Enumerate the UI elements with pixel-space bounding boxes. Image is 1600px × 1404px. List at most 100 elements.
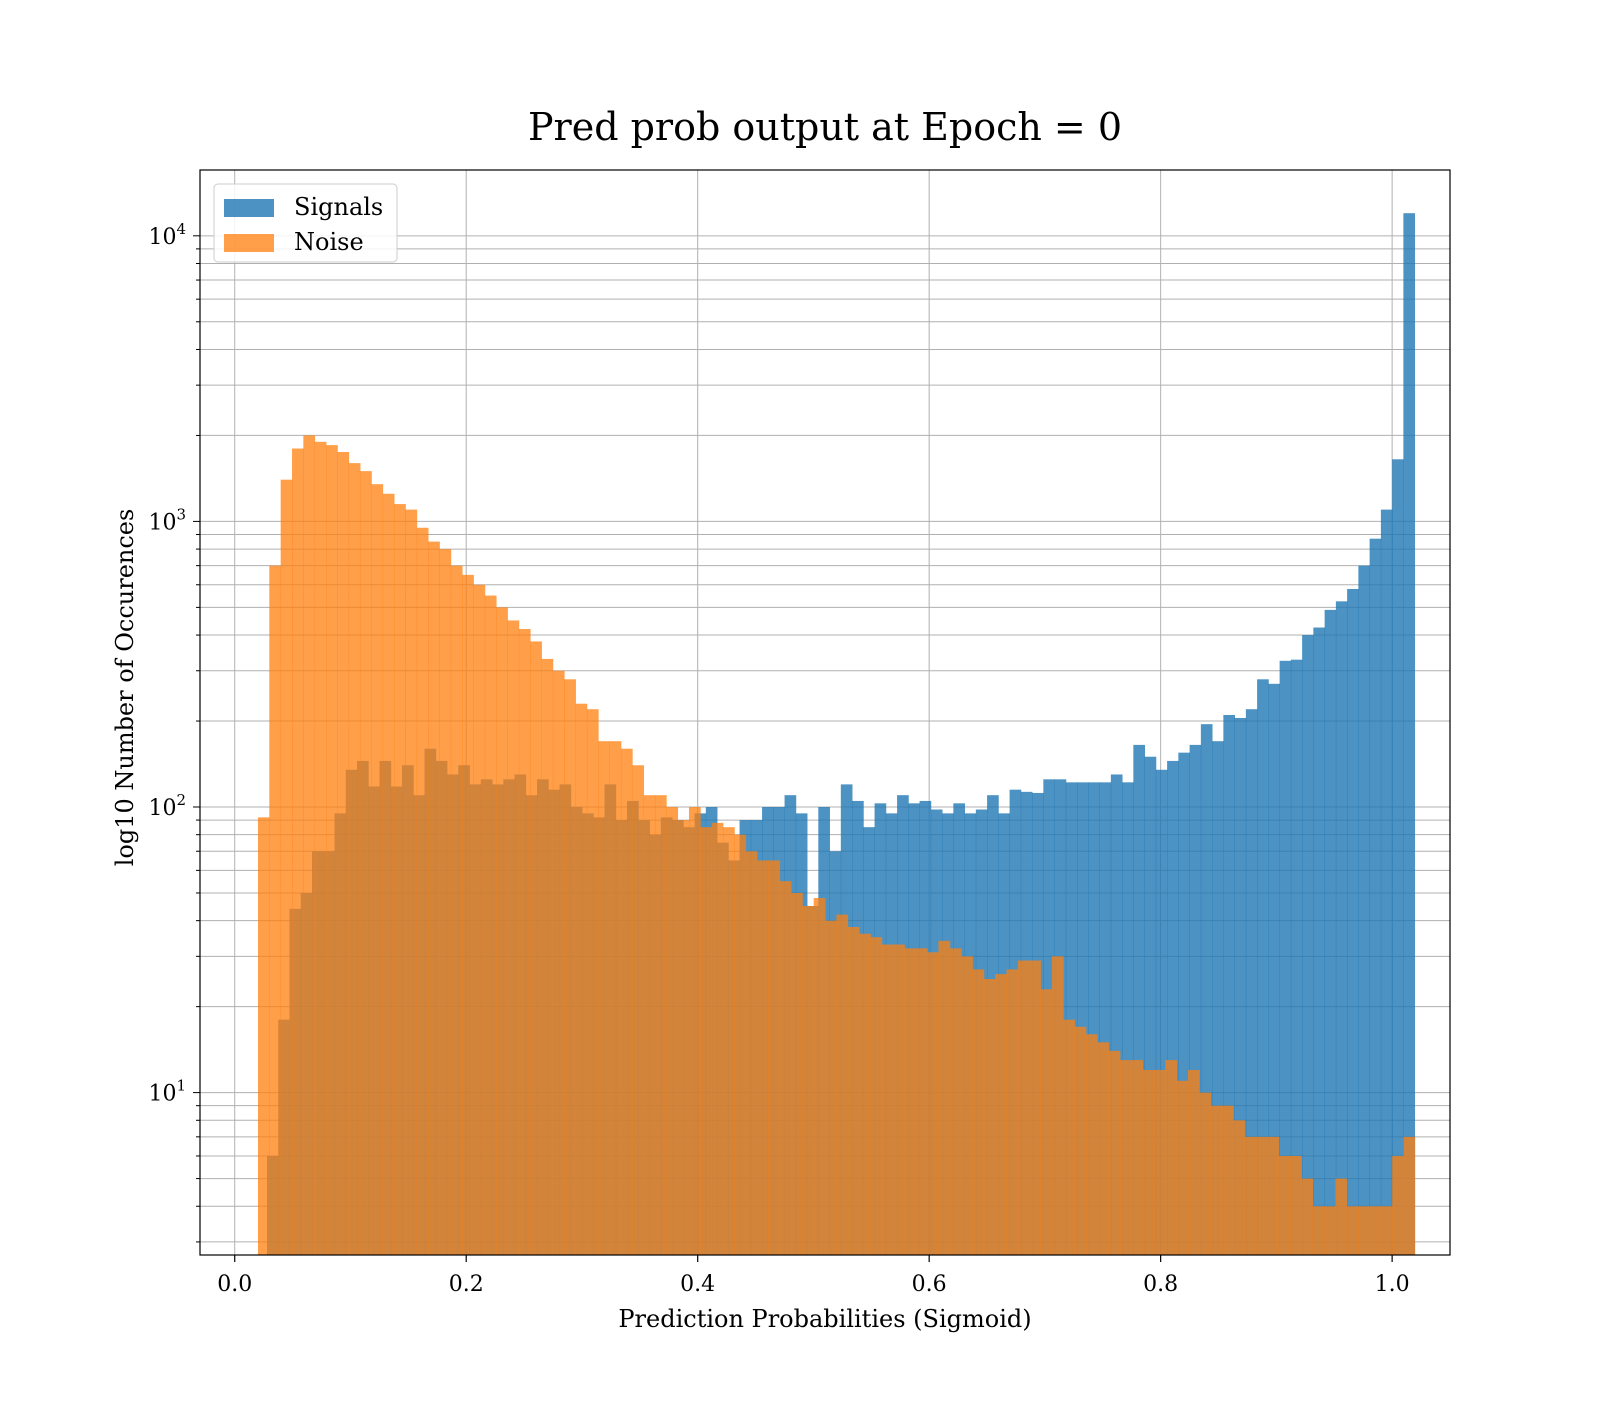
histogram-bar [382, 493, 395, 1255]
histogram-bar [1234, 717, 1247, 1255]
histogram-bar [1244, 1136, 1257, 1255]
histogram-bar [677, 820, 690, 1255]
histogram-bar [1077, 782, 1089, 1255]
x-axis-label: Prediction Probabilities (Sigmoid) [618, 1305, 1031, 1333]
histogram-bar [326, 445, 338, 1256]
histogram-bar [530, 641, 542, 1255]
histogram-bar [927, 952, 939, 1255]
histogram-bar [1189, 744, 1202, 1255]
histogram-bar [1267, 1136, 1280, 1255]
histogram-bar [1097, 1042, 1109, 1255]
histogram-bar [779, 881, 792, 1255]
histogram-bar [972, 969, 985, 1255]
histogram-bar [428, 541, 440, 1255]
histogram-bar [1199, 1092, 1212, 1255]
histogram-bar [1099, 782, 1112, 1255]
histogram-bar [1178, 752, 1191, 1255]
legend-swatch-noise [224, 234, 274, 252]
histogram-bar [802, 906, 815, 1255]
ticks-layer: 0.0 0.2 0.4 0.6 0.8 1.0 101 102 103 104 [148, 220, 1409, 1297]
histogram-bar [292, 448, 304, 1255]
y-tick-label: 103 [148, 505, 186, 535]
histogram-bar [1153, 1069, 1166, 1255]
histogram-bar [518, 629, 531, 1255]
histogram-bar [541, 658, 554, 1255]
histogram-bar [768, 860, 781, 1255]
series-noise [257, 435, 1416, 1256]
histogram-bar [722, 827, 735, 1255]
histogram-bar [1200, 724, 1213, 1255]
histogram-bar [757, 860, 769, 1255]
histogram-bar [711, 822, 724, 1255]
histogram-bar [949, 948, 962, 1255]
histogram-bar [507, 620, 520, 1255]
histogram-bar [564, 679, 576, 1255]
histogram-bar [632, 765, 644, 1255]
histogram-bar [643, 795, 656, 1255]
bars-layer [257, 213, 1416, 1256]
histogram-bar [1392, 1155, 1404, 1255]
histogram-bar [836, 914, 849, 1255]
histogram-bar [1290, 1155, 1302, 1255]
histogram-bar [314, 441, 327, 1255]
histogram-bar [813, 898, 826, 1255]
histogram-bar [1144, 756, 1157, 1255]
histogram-bar [734, 834, 747, 1255]
histogram-bar [1403, 1136, 1416, 1255]
histogram-bar [360, 471, 372, 1255]
histogram-bar [586, 709, 599, 1255]
histogram-bar [1110, 774, 1123, 1255]
x-tick-label: 0.0 [217, 1272, 252, 1297]
histogram-bar [1403, 213, 1416, 1256]
histogram-bar [1165, 1060, 1178, 1255]
histogram-bar [666, 807, 679, 1255]
histogram-bar [1233, 1120, 1246, 1255]
histogram-bar [405, 509, 418, 1255]
legend: Signals Noise [213, 183, 398, 263]
histogram-bar [904, 948, 917, 1255]
histogram-bar [1302, 635, 1314, 1255]
histogram-bar [1369, 538, 1382, 1255]
histogram-bar [257, 817, 270, 1255]
histogram-bar [552, 670, 565, 1255]
histogram-bar [1256, 1136, 1268, 1255]
histogram-bar [915, 948, 928, 1255]
histogram-bar [1380, 509, 1393, 1255]
histogram-bar [1392, 459, 1404, 1255]
histogram-bar [1006, 969, 1019, 1255]
x-tick-label: 0.8 [1143, 1272, 1178, 1297]
histogram-bar [1133, 744, 1146, 1255]
histogram-bar [1358, 1206, 1370, 1255]
histogram-bar [1119, 1060, 1132, 1255]
histogram-bar [1085, 1034, 1098, 1255]
chart-title: Pred prob output at Epoch = 0 [528, 105, 1122, 149]
histogram-bar [1212, 741, 1224, 1255]
histogram-bar [609, 741, 622, 1255]
histogram-bar [462, 574, 474, 1255]
histogram-bar [995, 974, 1007, 1255]
histogram-bar [1029, 960, 1041, 1255]
histogram-bar [1074, 1026, 1087, 1255]
histogram-bar [654, 795, 667, 1255]
histogram-bar [1065, 782, 1078, 1255]
histogram-bar [269, 565, 282, 1255]
histogram-bar [371, 484, 384, 1255]
histogram-bar [439, 549, 452, 1255]
histogram-bar [1324, 1206, 1336, 1255]
histogram-bar [938, 940, 951, 1255]
histogram-bar [1222, 1105, 1234, 1255]
histogram-bar [1335, 1178, 1348, 1255]
histogram-bar [1176, 1080, 1189, 1255]
histogram-bar [1279, 660, 1292, 1255]
y-tick-label: 102 [148, 791, 186, 821]
histogram-bar [1358, 565, 1371, 1255]
histogram-bar [1245, 709, 1258, 1255]
histogram-bar [1313, 627, 1326, 1255]
histogram-bar [1369, 1206, 1382, 1255]
x-tick-label: 0.4 [680, 1272, 715, 1297]
histogram-bar [473, 584, 486, 1255]
histogram-bar [1335, 601, 1348, 1255]
histogram-bar [893, 944, 905, 1255]
histogram-bar [280, 479, 293, 1255]
